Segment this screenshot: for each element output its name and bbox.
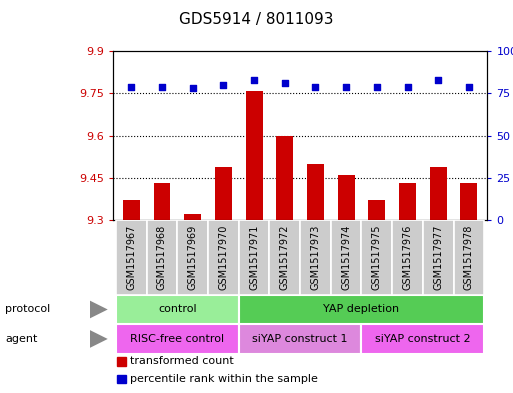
FancyBboxPatch shape bbox=[331, 220, 362, 295]
Point bbox=[250, 77, 258, 83]
Bar bbox=[116, 375, 126, 384]
Point bbox=[434, 77, 442, 83]
Text: GSM1517970: GSM1517970 bbox=[219, 225, 228, 290]
Point bbox=[281, 80, 289, 86]
FancyBboxPatch shape bbox=[362, 220, 392, 295]
Bar bbox=[123, 200, 140, 220]
Bar bbox=[246, 90, 263, 220]
Polygon shape bbox=[90, 301, 108, 318]
Bar bbox=[368, 200, 385, 220]
Point bbox=[189, 85, 197, 92]
Bar bbox=[461, 184, 478, 220]
Text: GSM1517969: GSM1517969 bbox=[188, 225, 198, 290]
FancyBboxPatch shape bbox=[116, 295, 239, 324]
Bar bbox=[399, 184, 416, 220]
FancyBboxPatch shape bbox=[239, 220, 269, 295]
Text: GSM1517974: GSM1517974 bbox=[341, 225, 351, 290]
Text: transformed count: transformed count bbox=[130, 356, 233, 367]
Bar bbox=[277, 136, 293, 220]
FancyBboxPatch shape bbox=[300, 220, 331, 295]
Text: GSM1517978: GSM1517978 bbox=[464, 225, 474, 290]
Text: GSM1517971: GSM1517971 bbox=[249, 225, 259, 290]
Text: GSM1517972: GSM1517972 bbox=[280, 225, 290, 290]
FancyBboxPatch shape bbox=[423, 220, 453, 295]
Point bbox=[342, 83, 350, 90]
Text: agent: agent bbox=[5, 334, 37, 344]
FancyBboxPatch shape bbox=[239, 295, 484, 324]
Text: GSM1517977: GSM1517977 bbox=[433, 225, 443, 290]
FancyBboxPatch shape bbox=[208, 220, 239, 295]
Text: protocol: protocol bbox=[5, 305, 50, 314]
FancyBboxPatch shape bbox=[392, 220, 423, 295]
Text: percentile rank within the sample: percentile rank within the sample bbox=[130, 374, 318, 384]
Bar bbox=[338, 175, 354, 220]
Text: siYAP construct 2: siYAP construct 2 bbox=[375, 334, 471, 344]
Bar bbox=[116, 357, 126, 366]
Point bbox=[311, 83, 320, 90]
Polygon shape bbox=[90, 330, 108, 348]
Text: RISC-free control: RISC-free control bbox=[130, 334, 224, 344]
Point bbox=[219, 82, 227, 88]
Text: GSM1517976: GSM1517976 bbox=[403, 225, 412, 290]
Point bbox=[158, 83, 166, 90]
Bar bbox=[307, 164, 324, 220]
Bar bbox=[153, 184, 170, 220]
Text: GDS5914 / 8011093: GDS5914 / 8011093 bbox=[179, 12, 334, 27]
Point bbox=[465, 83, 473, 90]
Bar bbox=[430, 167, 447, 220]
Point bbox=[373, 83, 381, 90]
FancyBboxPatch shape bbox=[362, 324, 484, 354]
FancyBboxPatch shape bbox=[269, 220, 300, 295]
Text: GSM1517968: GSM1517968 bbox=[157, 225, 167, 290]
Bar bbox=[215, 167, 232, 220]
Point bbox=[403, 83, 411, 90]
Text: GSM1517975: GSM1517975 bbox=[372, 225, 382, 290]
FancyBboxPatch shape bbox=[453, 220, 484, 295]
FancyBboxPatch shape bbox=[116, 324, 239, 354]
FancyBboxPatch shape bbox=[147, 220, 177, 295]
FancyBboxPatch shape bbox=[116, 220, 147, 295]
Text: siYAP construct 1: siYAP construct 1 bbox=[252, 334, 348, 344]
Point bbox=[127, 83, 135, 90]
Text: GSM1517967: GSM1517967 bbox=[126, 225, 136, 290]
FancyBboxPatch shape bbox=[239, 324, 362, 354]
Text: control: control bbox=[158, 305, 196, 314]
Text: YAP depletion: YAP depletion bbox=[323, 305, 400, 314]
Bar bbox=[184, 215, 201, 220]
Text: GSM1517973: GSM1517973 bbox=[310, 225, 321, 290]
FancyBboxPatch shape bbox=[177, 220, 208, 295]
